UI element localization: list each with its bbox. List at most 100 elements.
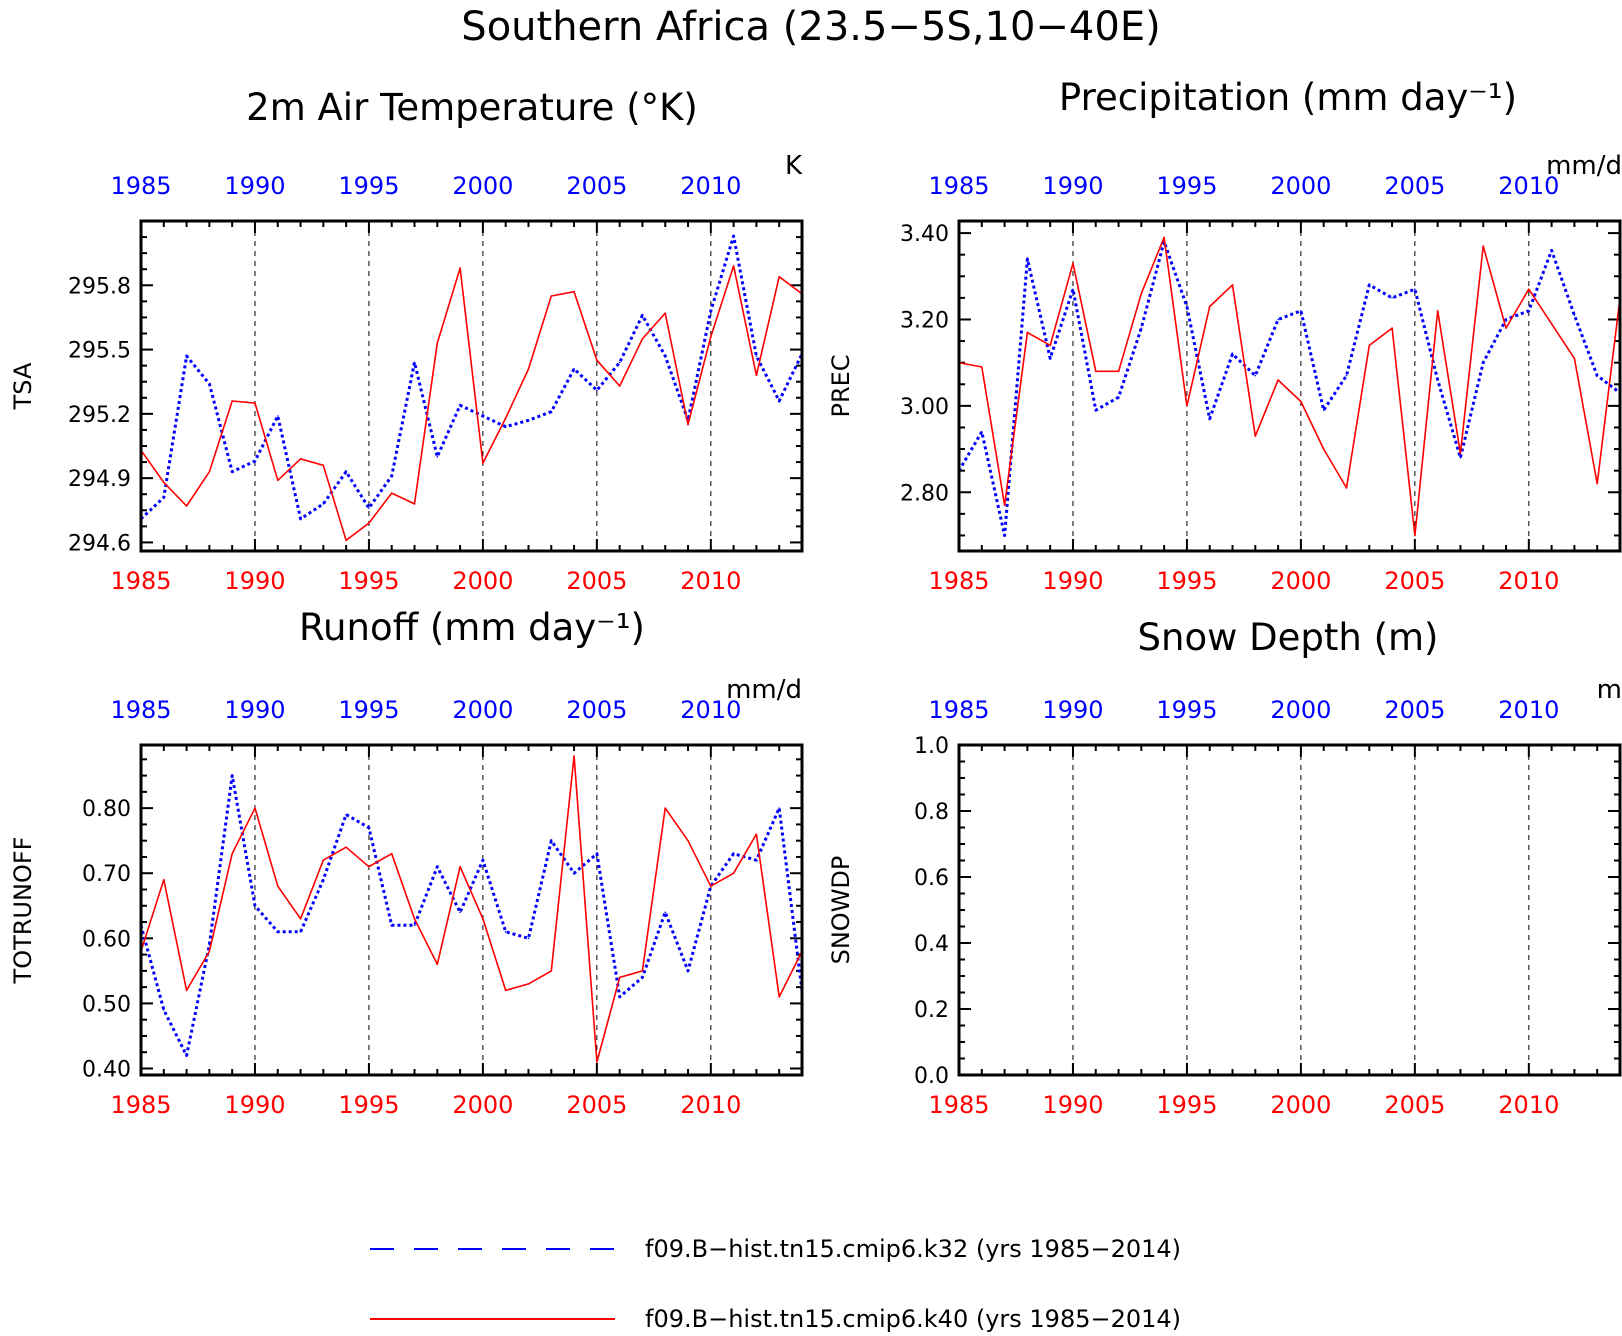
data-point-tsa-0-1986: [162, 496, 165, 499]
data-point-tsa-1-2010: [710, 335, 712, 338]
data-point-tsa-0-1988: [208, 383, 211, 385]
data-point-runoff-1-1996: [390, 852, 393, 855]
data-point-tsa-1-1998: [436, 342, 439, 344]
data-point-prec-1-2002: [1345, 487, 1348, 489]
x-tick-label-top-prec-1985: 1985: [928, 172, 989, 200]
x-tick-label-bottom-runoff-1985: 1985: [110, 1091, 171, 1119]
x-tick-label-top-runoff-2005: 2005: [566, 696, 627, 724]
x-tick-label-top-prec-1995: 1995: [1156, 172, 1217, 200]
x-tick-label-top-snowdp-2010: 2010: [1498, 696, 1559, 724]
data-point-prec-1-2011: [1550, 323, 1553, 325]
data-point-runoff-0-2008: [664, 911, 667, 914]
data-point-runoff-0-2011: [732, 852, 735, 855]
data-point-tsa-1-1989: [231, 400, 233, 402]
x-tick-label-top-snowdp-1990: 1990: [1042, 696, 1103, 724]
data-point-prec-0-1989: [1049, 357, 1051, 360]
data-point-tsa-0-2008: [664, 355, 667, 357]
data-point-prec-1-2012: [1573, 357, 1576, 360]
series-prec-k32: [959, 240, 1620, 537]
data-point-prec-0-2003: [1368, 284, 1371, 286]
data-point-prec-0-2011: [1550, 249, 1553, 252]
data-point-runoff-1-2001: [504, 989, 507, 992]
y-tick-label-runoff-2: 0.60: [82, 927, 131, 952]
data-point-tsa-0-2004: [573, 368, 575, 370]
data-point-runoff-0-1999: [459, 911, 461, 914]
data-point-runoff-1-1992: [299, 917, 302, 920]
data-point-runoff-0-2003: [550, 839, 553, 842]
x-tick-label-top-runoff-1995: 1995: [338, 696, 399, 724]
x-tick-label-bottom-prec-2000: 2000: [1270, 567, 1331, 595]
data-point-prec-0-1987: [1003, 534, 1006, 537]
data-point-runoff-1-1989: [231, 852, 233, 855]
x-tick-label-top-runoff-1990: 1990: [224, 696, 285, 724]
data-point-prec-0-2005: [1414, 288, 1416, 291]
data-point-runoff-1-2011: [732, 872, 735, 875]
data-point-prec-1-2008: [1482, 245, 1485, 247]
data-point-tsa-0-2010: [710, 310, 712, 312]
x-tick-label-bottom-tsa-1995: 1995: [338, 567, 399, 595]
data-point-tsa-0-1991: [276, 415, 279, 417]
y-tick-label-tsa-4: 295.8: [68, 274, 131, 299]
data-point-prec-1-2007: [1459, 452, 1462, 455]
data-point-prec-1-1995: [1186, 405, 1188, 407]
data-point-prec-1-1998: [1254, 435, 1257, 437]
data-point-prec-0-2002: [1345, 374, 1348, 377]
data-point-prec-0-2013: [1596, 374, 1599, 377]
panel-snowdp: Snow Depth (m) m SNOWDP 1985 1985 1990 1990 199…: [827, 616, 1622, 1119]
y-tick-label-runoff-1: 0.50: [82, 992, 131, 1017]
data-point-runoff-0-1987: [185, 1054, 188, 1057]
data-point-runoff-0-1995: [368, 826, 370, 829]
x-tick-label-top-snowdp-2005: 2005: [1384, 696, 1445, 724]
data-point-runoff-1-1993: [322, 859, 325, 862]
x-tick-label-bottom-runoff-2000: 2000: [452, 1091, 513, 1119]
data-point-prec-1-1987: [1003, 504, 1006, 507]
x-tick-label-bottom-runoff-2010: 2010: [680, 1091, 741, 1119]
data-point-tsa-0-1987: [185, 355, 188, 357]
data-point-tsa-1-1994: [345, 539, 347, 542]
legend: f09.B−hist.tn15.cmip6.k32 (yrs 1985−2014…: [370, 1235, 1181, 1333]
data-point-runoff-0-2007: [641, 976, 644, 979]
data-point-prec-1-1988: [1026, 331, 1029, 334]
y-tick-label-runoff-4: 0.80: [82, 797, 131, 822]
data-point-runoff-0-1997: [413, 924, 416, 927]
data-point-runoff-1-2009: [687, 839, 689, 842]
x-tick-label-top-tsa-2005: 2005: [566, 172, 627, 200]
x-tick-label-bottom-snowdp-2010: 2010: [1498, 1091, 1559, 1119]
data-point-runoff-1-2010: [710, 885, 712, 888]
data-point-prec-1-1989: [1049, 344, 1051, 347]
x-tick-label-top-prec-2005: 2005: [1384, 172, 1445, 200]
data-point-tsa-0-1989: [231, 470, 233, 473]
data-point-tsa-1-2013: [778, 275, 781, 278]
data-point-runoff-0-2002: [527, 937, 530, 940]
data-point-runoff-0-1989: [231, 774, 233, 777]
data-point-runoff-0-2006: [618, 996, 621, 998]
data-point-prec-1-1997: [1231, 284, 1234, 286]
x-tick-label-bottom-runoff-1995: 1995: [338, 1091, 399, 1119]
x-tick-label-top-runoff-2000: 2000: [452, 696, 513, 724]
data-point-runoff-0-1994: [345, 813, 347, 816]
x-tick-label-bottom-snowdp-2005: 2005: [1384, 1091, 1445, 1119]
data-point-prec-1-1996: [1208, 305, 1211, 308]
data-point-prec-0-2000: [1300, 310, 1302, 312]
series-prec-k40: [959, 236, 1620, 537]
plot-frame-snowdp: [957, 743, 1622, 1077]
x-tick-label-bottom-prec-1990: 1990: [1042, 567, 1103, 595]
data-point-runoff-1-2013: [778, 996, 781, 998]
data-point-runoff-1-2005: [596, 1061, 598, 1063]
y-tick-label-tsa-3: 295.5: [68, 339, 131, 364]
data-point-runoff-1-1999: [459, 865, 461, 868]
series-runoff-k40: [141, 755, 802, 1063]
data-point-tsa-1-2000: [482, 462, 484, 464]
x-tick-label-top-tsa-2000: 2000: [452, 172, 513, 200]
data-point-tsa-0-2000: [482, 415, 484, 417]
data-point-runoff-0-2012: [755, 859, 758, 862]
data-point-tsa-0-2005: [596, 389, 598, 392]
data-point-prec-1-1992: [1117, 370, 1120, 373]
data-point-tsa-1-1995: [368, 522, 370, 524]
data-point-runoff-0-1986: [162, 1009, 165, 1011]
data-point-runoff-0-1991: [276, 931, 279, 933]
data-point-runoff-1-1997: [413, 917, 416, 920]
data-point-runoff-0-2004: [573, 872, 575, 875]
data-point-tsa-0-1998: [436, 455, 439, 458]
y-tick-label-runoff-0: 0.40: [82, 1057, 131, 1082]
